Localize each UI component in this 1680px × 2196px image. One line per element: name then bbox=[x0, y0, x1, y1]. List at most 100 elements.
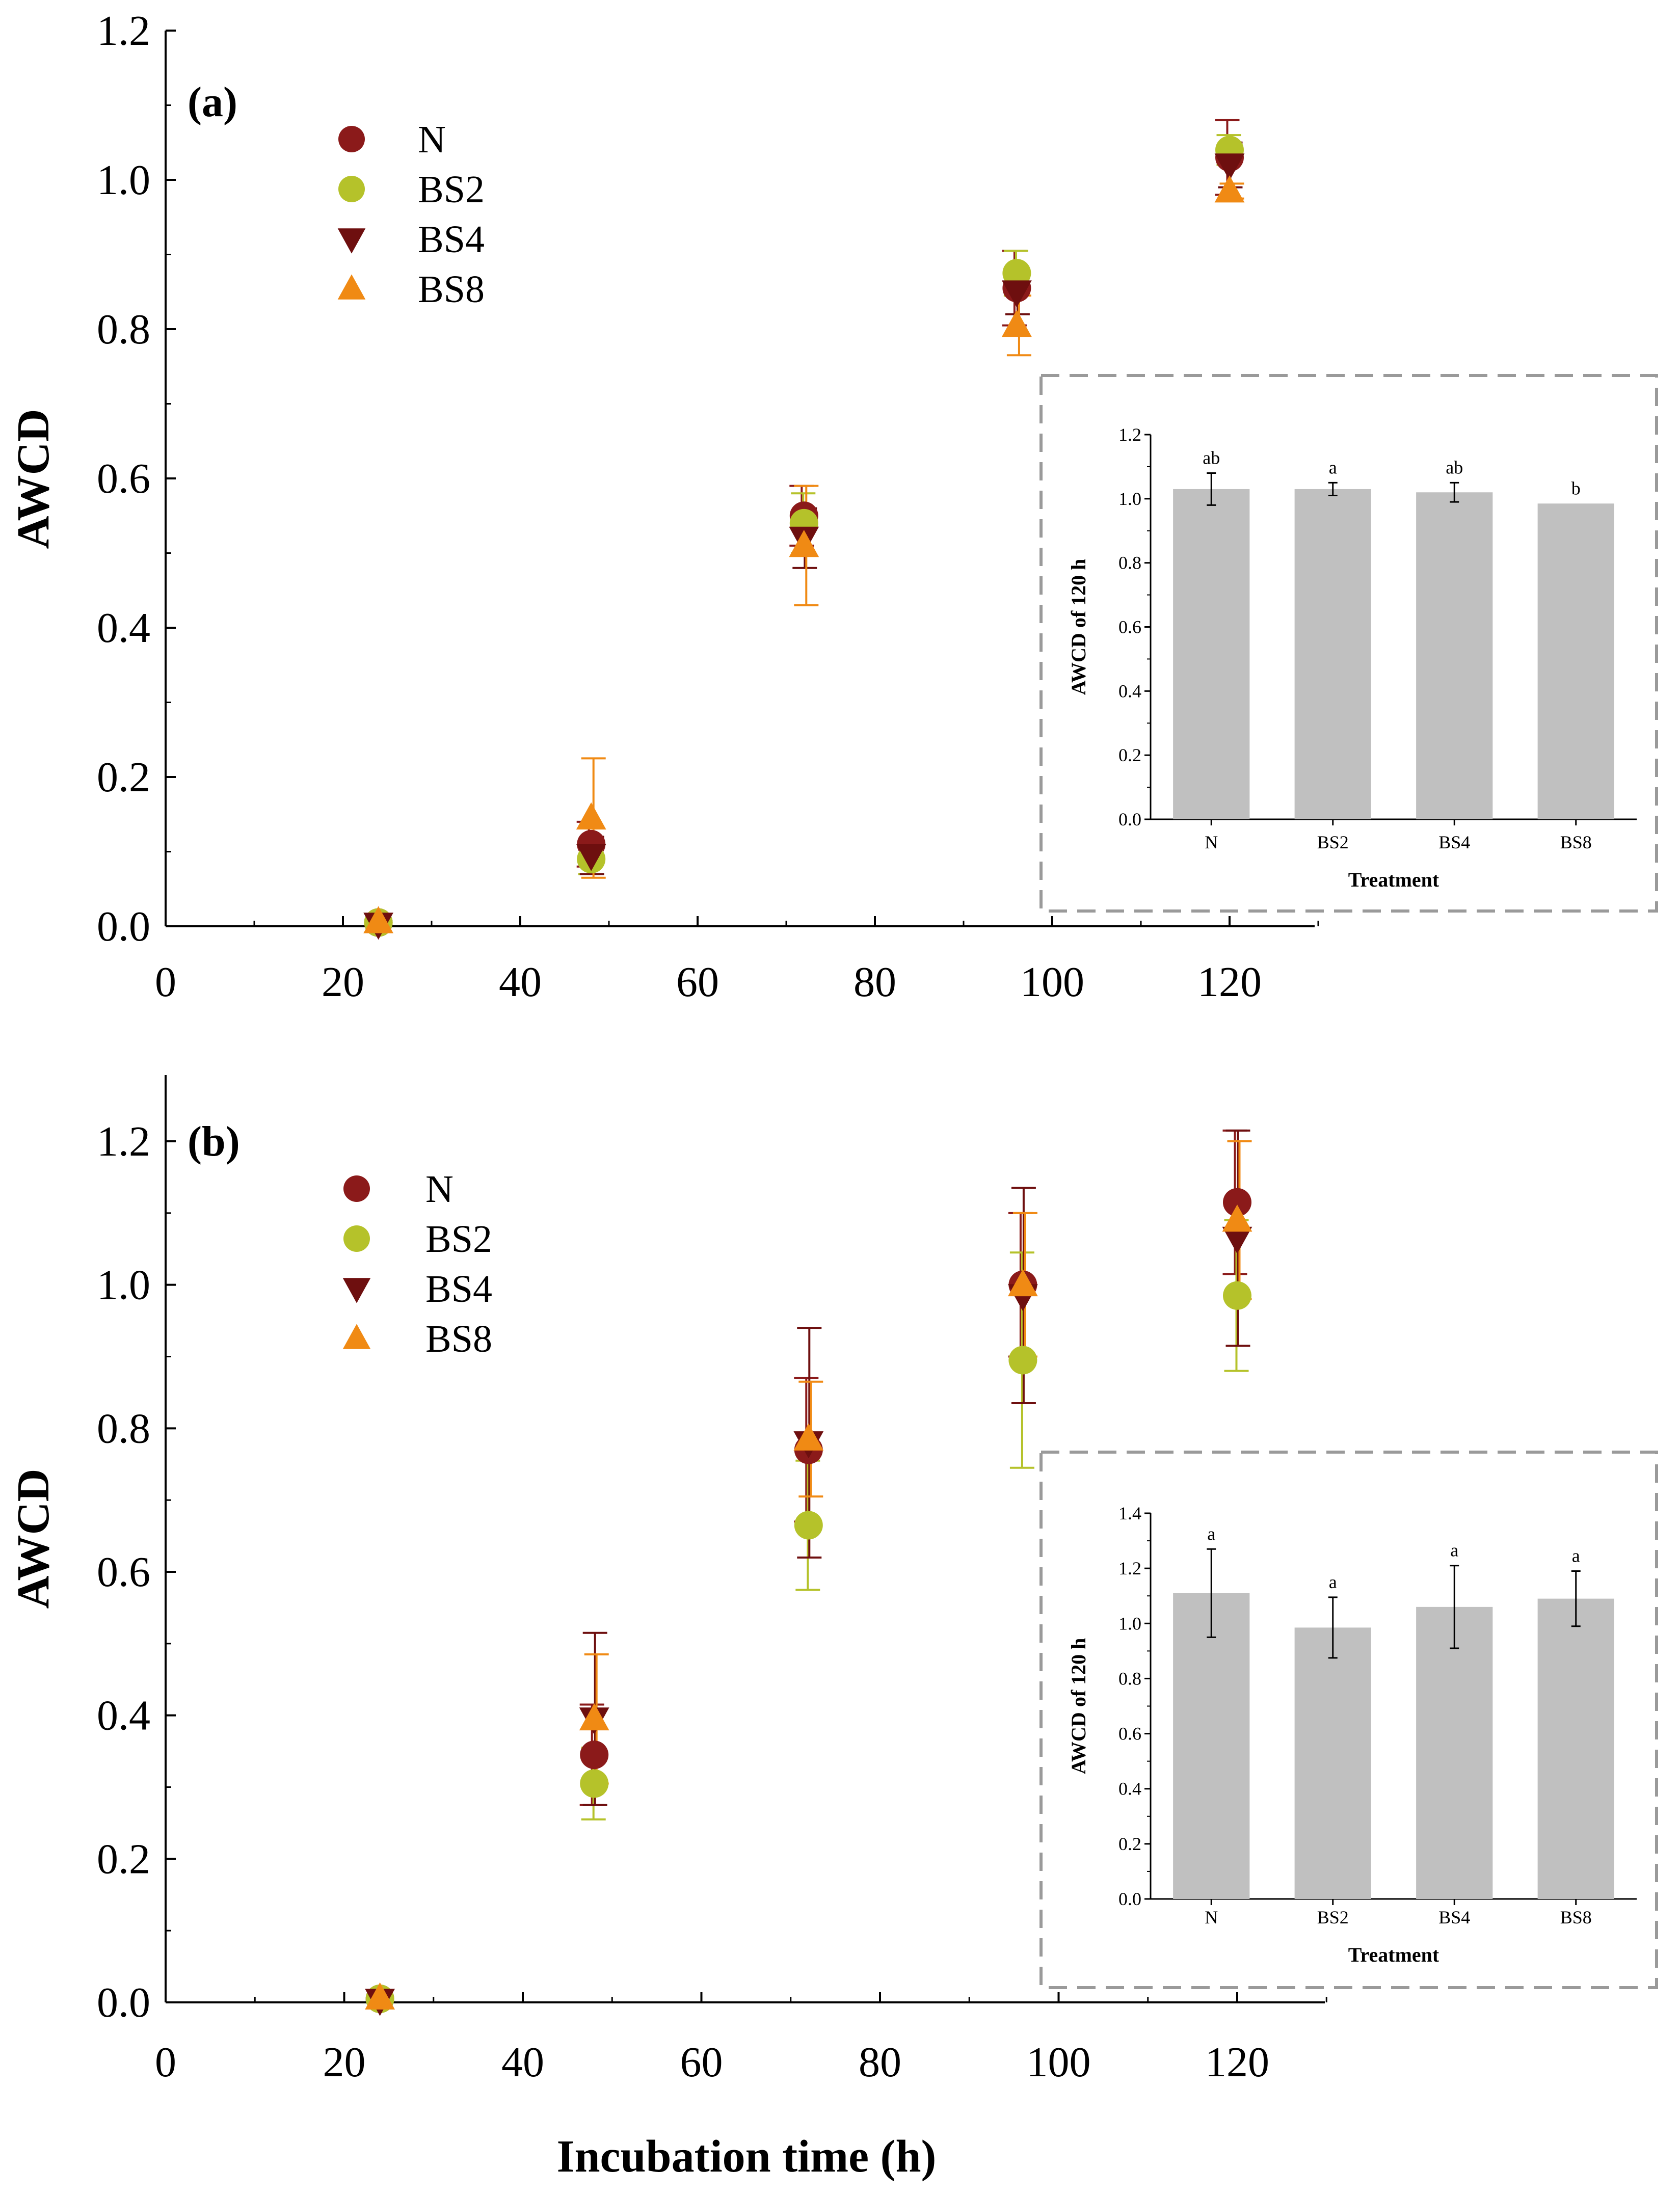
inset-bar-bs2 bbox=[1294, 1627, 1371, 1899]
inset-x-tick-label: BS4 bbox=[1438, 832, 1470, 852]
point-bs8 bbox=[579, 1703, 609, 1731]
inset-y-tick-label: 0.2 bbox=[1118, 745, 1141, 765]
x-tick-label: 40 bbox=[499, 958, 542, 1006]
x-tick-label: 120 bbox=[1197, 958, 1262, 1006]
y-tick-label: 0.4 bbox=[97, 604, 150, 652]
point-n bbox=[580, 1740, 609, 1770]
y-tick-label: 0.0 bbox=[97, 903, 150, 950]
inset-chart: 0.0 0.2 0.4 0.6 0.8 1.0 1.2 1.4 a Na BS2 a BS4 a BS8 Tr… bbox=[1039, 1451, 1658, 1989]
point-bs4 bbox=[1222, 1226, 1252, 1254]
panel-label: (a) bbox=[188, 78, 237, 126]
x-tick-label: 60 bbox=[680, 2039, 723, 2086]
inset-y-tick-label: 0.4 bbox=[1118, 681, 1141, 701]
x-tick-label: 40 bbox=[501, 2039, 544, 2086]
point-bs2 bbox=[1223, 1281, 1251, 1310]
inset-bar-n bbox=[1173, 489, 1250, 819]
inset-x-tick-label: BS2 bbox=[1317, 832, 1349, 852]
legend-label-bs2: BS2 bbox=[425, 1218, 492, 1261]
panel-b: 0.0 0.2 0.4 0.6 0.8 1.0 1.2 0 20 40 60 80 100 120 AWCD… bbox=[8, 1075, 1658, 2086]
inset-x-tick-label: N bbox=[1205, 1907, 1218, 1927]
point-bs8 bbox=[576, 802, 606, 829]
legend-label-n: N bbox=[418, 118, 446, 161]
inset-y-axis-title: AWCD of 120 h bbox=[1067, 559, 1090, 695]
y-axis-title: AWCD bbox=[8, 1468, 59, 1609]
legend-marker-n bbox=[343, 1175, 370, 1202]
inset-y-tick-label: 0.8 bbox=[1118, 1668, 1141, 1689]
panel-a: 0.0 0.2 0.4 0.6 0.8 1.0 1.2 0 20 40 60 80 100 120 AWCD… bbox=[8, 7, 1658, 1006]
y-tick-label: 1.0 bbox=[97, 1262, 150, 1309]
point-bs2 bbox=[1002, 259, 1031, 288]
y-tick-label: 1.2 bbox=[97, 7, 150, 55]
inset-y-tick-label: 0.0 bbox=[1118, 1889, 1141, 1909]
inset-bar-bs2 bbox=[1294, 489, 1371, 819]
y-tick-label: 1.0 bbox=[97, 156, 150, 204]
point-n bbox=[1223, 1188, 1251, 1217]
inset-x-tick-label: BS8 bbox=[1560, 832, 1592, 852]
inset-significance-letter: a bbox=[1329, 457, 1337, 477]
x-tick-label: 60 bbox=[676, 958, 719, 1006]
point-bs8 bbox=[1214, 175, 1245, 203]
inset-y-tick-label: 0.6 bbox=[1118, 617, 1141, 637]
inset-y-tick-label: 0.6 bbox=[1118, 1724, 1141, 1744]
y-tick-label: 0.8 bbox=[97, 1405, 150, 1452]
inset-x-tick-label: N bbox=[1205, 832, 1218, 852]
legend-marker-n bbox=[338, 126, 365, 152]
inset-x-tick-label: BS8 bbox=[1560, 1907, 1592, 1927]
x-tick-label: 80 bbox=[859, 2039, 901, 2086]
inset-bar-bs4 bbox=[1416, 1606, 1493, 1899]
legend-marker-bs4 bbox=[337, 228, 366, 254]
point-bs8 bbox=[1008, 1269, 1038, 1297]
y-tick-label: 0.0 bbox=[97, 1979, 150, 2026]
inset-significance-letter: a bbox=[1329, 1572, 1337, 1592]
inset-y-tick-label: 1.0 bbox=[1118, 1613, 1141, 1633]
x-tick-label: 100 bbox=[1020, 958, 1084, 1006]
panel-label: (b) bbox=[188, 1118, 240, 1165]
legend-label-bs8: BS8 bbox=[418, 268, 485, 311]
x-tick-label: 120 bbox=[1205, 2039, 1269, 2086]
inset-y-tick-label: 1.2 bbox=[1118, 1558, 1141, 1578]
legend-marker-bs2 bbox=[343, 1225, 370, 1252]
inset-bar-bs8 bbox=[1537, 1598, 1614, 1899]
inset-x-axis-title: Treatment bbox=[1348, 1943, 1439, 1966]
legend-label-bs4: BS4 bbox=[425, 1268, 492, 1310]
inset-y-tick-label: 0.0 bbox=[1118, 809, 1141, 829]
point-bs2 bbox=[794, 1511, 823, 1540]
legend-label-bs2: BS2 bbox=[418, 168, 485, 211]
inset-x-axis-title: Treatment bbox=[1348, 868, 1439, 891]
inset-border bbox=[1039, 1451, 1658, 1989]
legend-label-bs4: BS4 bbox=[418, 218, 485, 261]
inset-y-tick-label: 1.4 bbox=[1118, 1503, 1141, 1523]
inset-significance-letter: a bbox=[1572, 1546, 1580, 1566]
inset-significance-letter: ab bbox=[1203, 448, 1220, 468]
inset-bar-bs4 bbox=[1416, 492, 1493, 819]
legend-marker-bs4 bbox=[342, 1278, 371, 1303]
y-tick-label: 0.4 bbox=[97, 1692, 150, 1739]
y-tick-label: 0.6 bbox=[97, 455, 150, 502]
point-bs8 bbox=[363, 906, 393, 933]
point-bs4 bbox=[576, 844, 606, 871]
x-tick-label: 0 bbox=[155, 958, 176, 1006]
point-bs2 bbox=[580, 1769, 609, 1798]
x-tick-label: 100 bbox=[1027, 2039, 1091, 2086]
x-tick-label: 0 bbox=[155, 2039, 176, 2086]
inset-y-tick-label: 0.4 bbox=[1118, 1779, 1141, 1799]
point-bs2 bbox=[1008, 1346, 1037, 1375]
point-bs8 bbox=[1222, 1204, 1252, 1232]
point-bs4 bbox=[1214, 153, 1245, 181]
inset-y-axis-title: AWCD of 120 h bbox=[1067, 1638, 1090, 1775]
inset-significance-letter: a bbox=[1450, 1540, 1458, 1561]
y-tick-label: 1.2 bbox=[97, 1118, 150, 1165]
point-bs4 bbox=[1002, 280, 1032, 308]
inset-significance-letter: a bbox=[1207, 1523, 1215, 1544]
legend-marker-bs8 bbox=[342, 1324, 371, 1349]
y-tick-label: 0.8 bbox=[97, 306, 150, 353]
inset-significance-letter: b bbox=[1571, 478, 1581, 498]
inset-bar-n bbox=[1173, 1593, 1250, 1899]
inset-bar-bs8 bbox=[1537, 503, 1614, 819]
inset-x-tick-label: BS4 bbox=[1438, 1907, 1470, 1927]
x-axis-title: Incubation time (h) bbox=[556, 2131, 936, 2182]
inset-y-tick-label: 1.0 bbox=[1118, 489, 1141, 509]
inset-y-tick-label: 1.2 bbox=[1118, 424, 1141, 445]
